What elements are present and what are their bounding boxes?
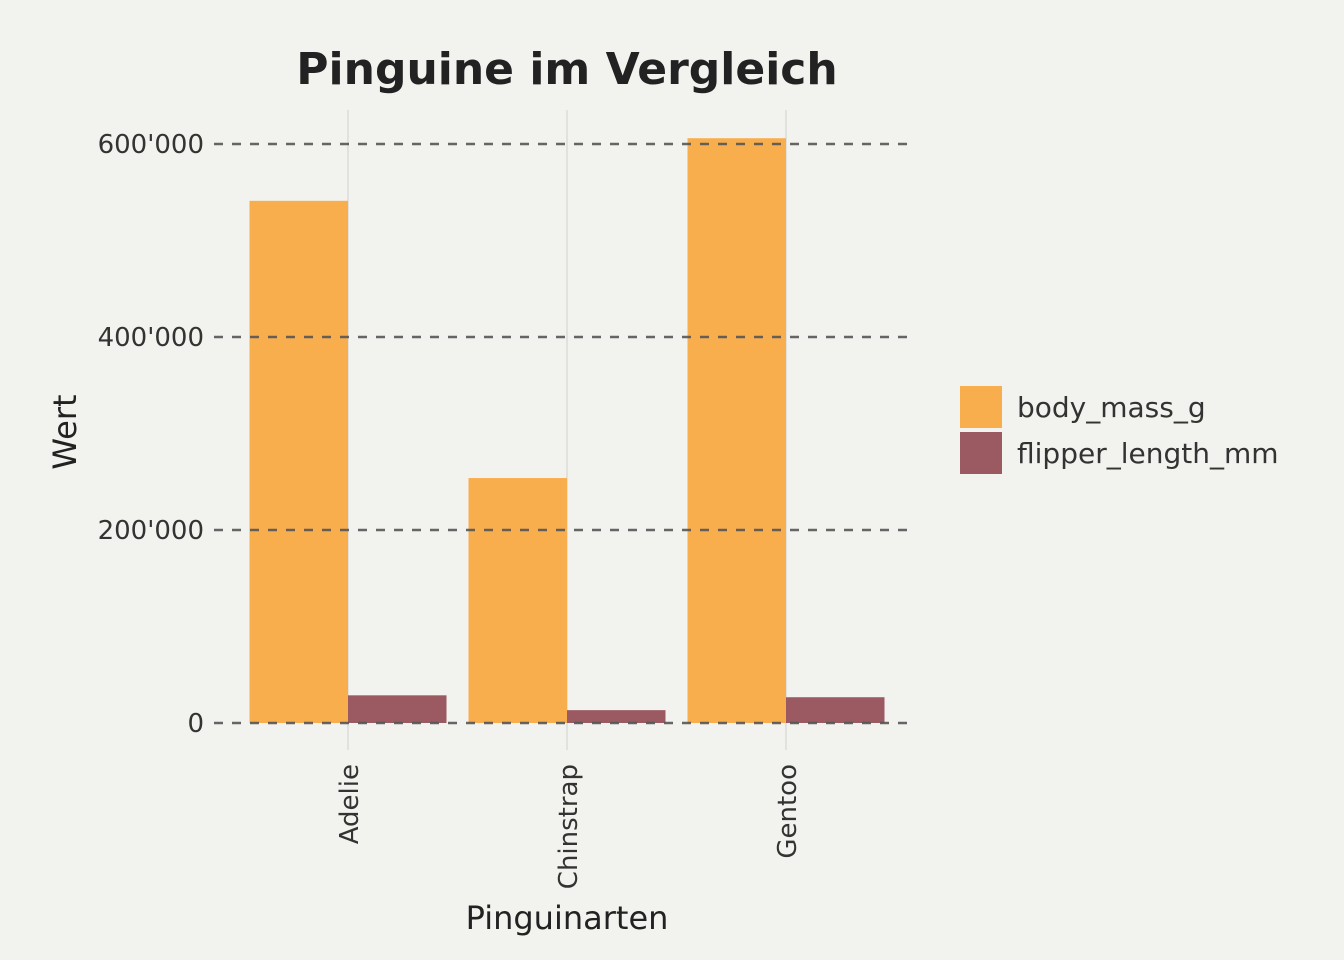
x-tick-label: Adelie xyxy=(335,764,365,844)
horizontal-gridlines xyxy=(214,142,912,725)
legend: body_mass_g flipper_length_mm xyxy=(960,386,1279,474)
bar-flipper_length_mm-chinstrap xyxy=(567,710,666,723)
y-axis-title: Wert xyxy=(46,394,84,469)
bar-flipper_length_mm-adelie xyxy=(348,695,447,723)
y-tick-label: 0 xyxy=(187,709,204,739)
bar-flipper_length_mm-gentoo xyxy=(786,697,885,723)
y-axis-ticks: 0 200'000 400'000 600'000 xyxy=(98,130,204,739)
bar-body_mass_g-chinstrap xyxy=(468,478,567,723)
chart-title: Pinguine im Vergleich xyxy=(296,44,837,95)
x-tick-label: Chinstrap xyxy=(554,764,584,889)
legend-label-body_mass_g: body_mass_g xyxy=(1017,391,1206,424)
legend-swatch-flipper_length_mm xyxy=(960,432,1002,474)
y-tick-label: 600'000 xyxy=(98,130,204,160)
x-tick-label: Gentoo xyxy=(773,764,803,859)
legend-swatch-body_mass_g xyxy=(960,386,1002,428)
x-axis-ticks: Adelie Chinstrap Gentoo xyxy=(335,764,803,889)
bar-body_mass_g-gentoo xyxy=(687,138,786,723)
x-axis-title: Pinguinarten xyxy=(466,899,669,937)
bar-body_mass_g-adelie xyxy=(249,200,348,723)
bars xyxy=(249,138,885,723)
legend-label-flipper_length_mm: flipper_length_mm xyxy=(1017,437,1279,470)
y-tick-label: 200'000 xyxy=(98,516,204,546)
y-tick-label: 400'000 xyxy=(98,323,204,353)
